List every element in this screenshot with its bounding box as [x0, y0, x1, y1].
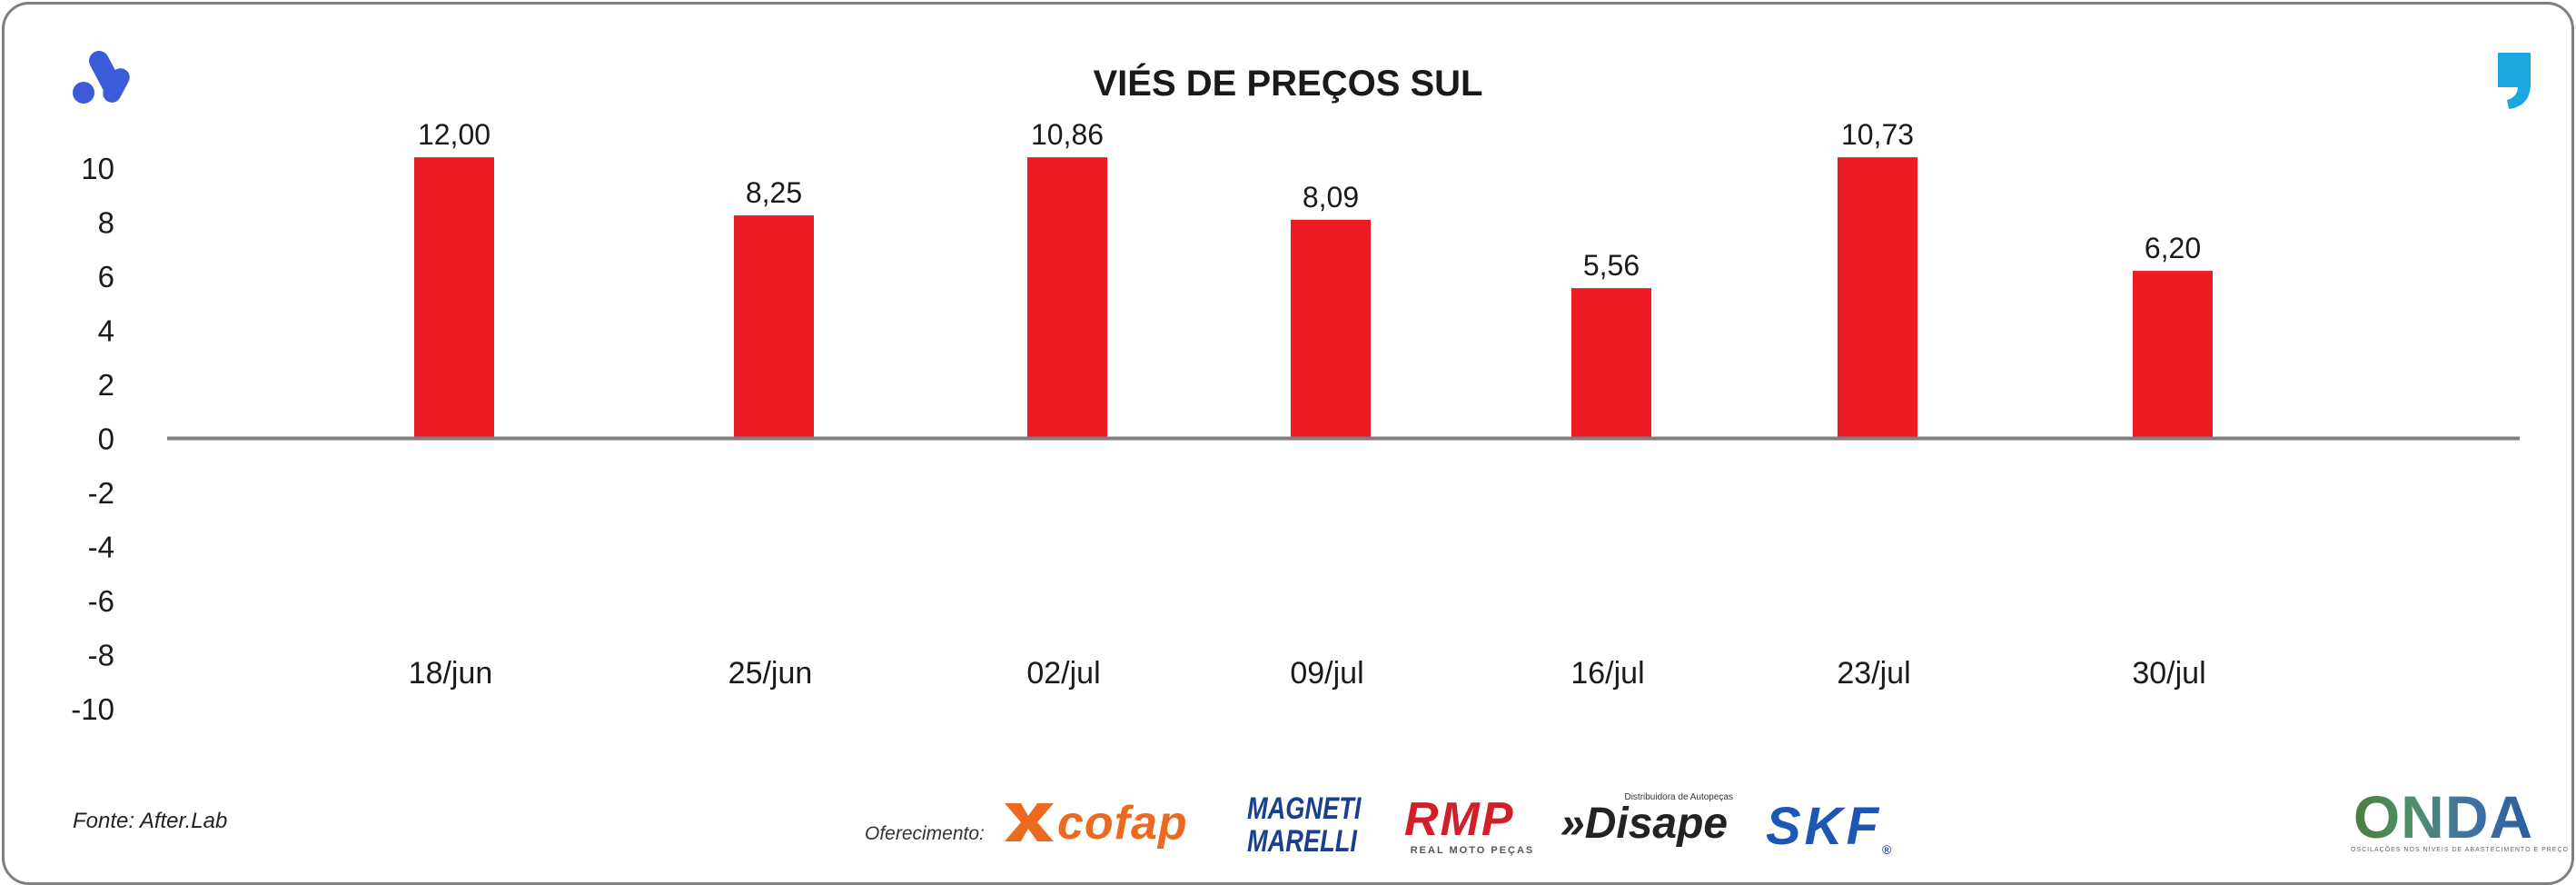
x-tick-label: 18/jun [409, 656, 493, 691]
x-tick-label: 25/jun [728, 656, 813, 691]
y-tick-label: -10 [71, 692, 114, 726]
y-tick-label: 8 [98, 206, 114, 240]
marelli-wordmark: MARELLI [1247, 824, 1357, 859]
rmp-tagline: REAL MOTO PEÇAS [1410, 845, 1535, 856]
cofap-x-icon [1005, 803, 1054, 841]
onda-tagline: OSCILAÇÕES NOS NÍVEIS DE ABASTECIMENTO E… [2351, 847, 2569, 853]
cofap-logo: cofap [1001, 794, 1212, 850]
bar [1027, 157, 1107, 439]
disape-tagline: Distribuidora de Autopeças [1624, 792, 1733, 802]
onda-logo: ONDA OSCILAÇÕES NOS NÍVEIS DE ABASTECIME… [2351, 787, 2569, 860]
bar [2133, 271, 2213, 439]
data-label: 8,09 [1303, 181, 1359, 214]
bar [1291, 219, 1371, 439]
skf-wordmark: SKF [1766, 797, 1882, 856]
brand-a-logo-icon [73, 50, 130, 104]
bar [1571, 288, 1651, 439]
onda-wordmark: ONDA [2351, 787, 2536, 847]
y-tick-label: -2 [88, 476, 114, 510]
y-tick-label: 0 [98, 423, 114, 456]
rmp-logo: RMP REAL MOTO PEÇAS [1404, 796, 1541, 856]
bar [414, 157, 494, 439]
disape-wordmark: »Disape [1560, 800, 1729, 848]
data-label: 10,86 [1031, 118, 1104, 151]
bar [1838, 157, 1917, 439]
x-tick-label: 16/jul [1570, 656, 1644, 691]
source-note: Fonte: After.Lab [73, 809, 228, 833]
magneti-wordmark: MAGNETI [1247, 791, 1362, 826]
bar [734, 215, 814, 439]
x-tick-label: 23/jul [1837, 656, 1910, 691]
data-label: 10,73 [1841, 118, 1914, 151]
comma-quote-icon [2498, 53, 2531, 109]
y-tick-label: 2 [98, 368, 114, 402]
skf-logo: SKF® [1766, 796, 1947, 857]
data-label: 6,20 [2145, 232, 2201, 264]
rmp-wordmark: RMP [1404, 793, 1515, 846]
y-tick-label: -8 [88, 639, 114, 672]
sponsor-label: Oferecimento: [865, 823, 985, 844]
x-tick-label: 09/jul [1290, 656, 1363, 691]
disape-logo: Distribuidora de Autopeças »Disape [1560, 792, 1739, 852]
y-tick-label: -6 [88, 584, 114, 618]
skf-registered-mark: ® [1882, 842, 1892, 857]
magneti-marelli-logo: MAGNETI MARELLI [1234, 792, 1370, 863]
cofap-wordmark: cofap [1057, 797, 1188, 850]
data-label: 5,56 [1583, 249, 1640, 282]
y-tick-label: 10 [81, 152, 114, 185]
x-tick-label: 02/jul [1026, 656, 1100, 691]
y-tick-label: 6 [98, 260, 114, 293]
y-tick-label: -4 [88, 531, 114, 564]
data-label: 12,00 [418, 118, 490, 151]
chart-title: VIÉS DE PREÇOS SUL [1093, 64, 1483, 104]
data-label: 8,25 [746, 176, 802, 209]
y-tick-label: 4 [98, 314, 114, 348]
x-tick-label: 30/jul [2132, 656, 2205, 691]
